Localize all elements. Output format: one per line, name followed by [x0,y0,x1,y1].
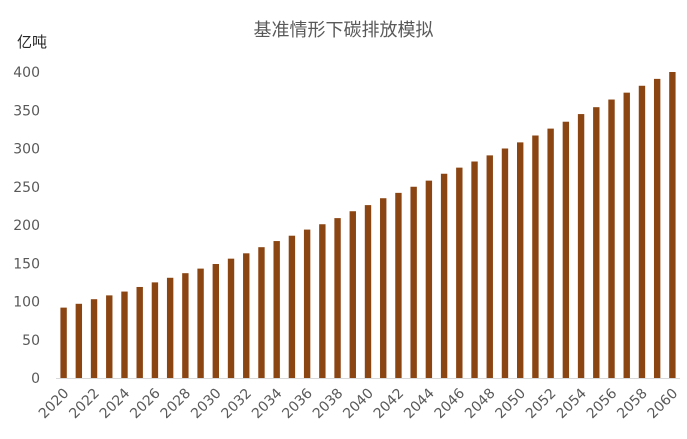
y-tick-label: 100 [13,295,40,311]
x-tick-label: 2056 [584,385,621,422]
bar-2060 [669,72,676,378]
bar-2041 [380,198,387,378]
bar-2055 [593,107,600,378]
bar-2042 [395,192,402,378]
bar-2031 [227,258,235,378]
x-tick-label: 2022 [66,386,103,423]
x-tick-label: 2030 [188,386,225,423]
bar-2045 [440,173,448,378]
bar-2049 [501,148,509,378]
bar-2046 [456,167,463,379]
x-tick-label: 2028 [158,386,195,423]
y-tick-label: 250 [13,180,40,196]
bar-2033 [258,247,265,378]
x-tick-label: 2060 [645,386,682,423]
bar-2028 [182,273,189,378]
bar-2044 [425,180,433,378]
bar-2051 [532,135,539,378]
y-axis-unit-label: 亿吨 [17,33,48,51]
bar-2052 [547,128,554,378]
bar-2036 [303,229,311,378]
x-tick-label: 2042 [371,386,408,423]
x-tick-label: 2026 [127,385,164,422]
x-tick-label: 2032 [219,386,256,423]
bar-2026 [151,282,159,379]
bar-2047 [471,161,478,378]
y-tick-label: 350 [13,103,40,119]
bar-2037 [319,224,326,378]
bar-2029 [197,268,204,378]
y-tick-label: 300 [13,142,40,158]
x-tick-label: 2024 [97,385,134,422]
chart-title: 基准情形下碳排放模拟 [253,20,434,41]
bar-2027 [166,277,174,378]
bar-2056 [608,99,615,378]
x-tick-label: 2040 [340,386,377,423]
y-tick-label: 400 [13,65,40,81]
bar-2043 [410,186,417,378]
bar-2032 [243,253,250,378]
bar-2040 [364,205,372,378]
y-tick-label: 0 [31,371,40,387]
bar-2022 [90,299,98,378]
bar-2048 [486,155,493,378]
bar-2021 [75,303,83,378]
bar-2038 [334,218,341,378]
x-tick-label: 2044 [401,385,438,422]
y-tick-label: 50 [22,333,40,349]
x-tick-label: 2034 [249,385,286,422]
bar-2057 [623,92,630,378]
x-tick-label: 2020 [36,386,73,423]
x-tick-label: 2050 [493,386,530,423]
bar-2054 [577,114,585,378]
y-tick-label: 150 [13,256,40,272]
bar-2034 [273,241,280,378]
bar-2020 [60,307,67,378]
bar-2035 [288,235,296,378]
x-tick-label: 2054 [553,385,590,422]
bar-2053 [562,121,570,378]
bar-2050 [517,142,524,378]
x-tick-label: 2046 [432,385,469,422]
bar-2039 [349,211,356,378]
bar-2030 [212,264,219,378]
x-tick-label: 2048 [462,386,499,423]
bar-2059 [653,78,661,378]
x-tick-label: 2036 [279,385,316,422]
bar-2058 [638,85,646,379]
x-tick-label: 2052 [523,386,560,423]
bar-2025 [136,286,143,378]
x-tick-label: 2058 [614,386,651,423]
x-tick-label: 2038 [310,386,347,423]
bar-2023 [106,295,113,378]
y-tick-label: 200 [13,218,40,234]
bar-2024 [121,291,128,378]
